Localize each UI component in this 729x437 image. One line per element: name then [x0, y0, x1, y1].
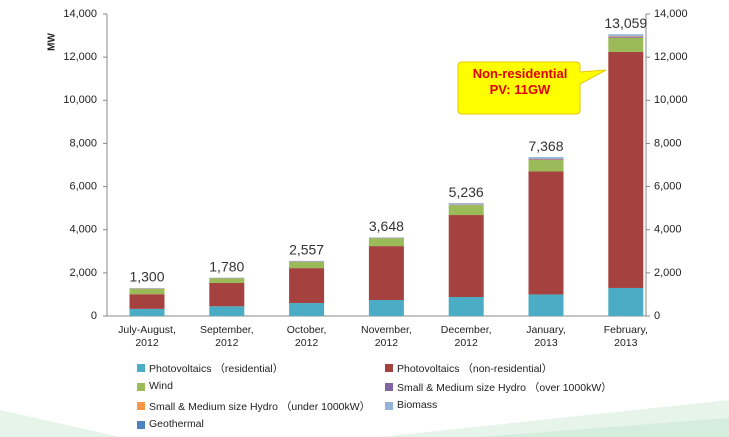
x-tick-label: January, 2013 — [526, 324, 566, 349]
decoration — [0, 410, 120, 437]
bar-segment — [608, 287, 644, 316]
x-tick-label: July-August, 2012 — [118, 324, 176, 349]
y2-tick-label: 10,000 — [654, 94, 688, 106]
x-tick-label: December, 2012 — [440, 324, 492, 349]
bar-segment — [608, 37, 644, 52]
y2-tick-label: 4,000 — [654, 224, 682, 236]
y-tick-label: 14,000 — [63, 8, 97, 20]
y2-tick-label: 8,000 — [654, 137, 682, 149]
legend-label: Small & Medium size Hydro （over 1000kW） — [397, 382, 612, 394]
y-tick-label: 0 — [91, 310, 97, 322]
legend-label: Photovoltaics （residential） — [149, 363, 284, 375]
legend-swatch — [137, 383, 145, 391]
decoration — [480, 418, 729, 437]
y-tick-label: 10,000 — [63, 94, 97, 106]
bar-segment — [289, 303, 325, 316]
x-tick-label: November, 2012 — [361, 324, 412, 349]
bar-segment — [368, 300, 404, 316]
annotation: Non-residential PV: 11GW — [472, 66, 568, 97]
total-label: 7,368 — [528, 138, 563, 154]
y-tick-label: 2,000 — [69, 267, 97, 279]
bar-segment — [129, 288, 165, 295]
y-tick-label: 4,000 — [69, 224, 97, 236]
y2-tick-label: 6,000 — [654, 180, 682, 192]
total-label: 2,557 — [289, 242, 324, 258]
bar-segment — [209, 278, 245, 283]
legend-label: Geothermal — [149, 418, 204, 430]
legend-swatch — [137, 402, 145, 410]
bar-segment — [528, 159, 564, 161]
x-tick-label: September, 2012 — [199, 324, 254, 349]
legend-swatch — [385, 402, 393, 410]
bar-segment — [448, 297, 484, 316]
bar-segment — [289, 261, 325, 269]
bar-segment — [129, 308, 165, 316]
legend-swatch — [137, 364, 145, 372]
bar-segment — [209, 282, 245, 307]
bar-segment — [528, 294, 564, 316]
y2-tick-label: 12,000 — [654, 51, 688, 63]
bar-segment — [129, 294, 165, 309]
total-label: 5,236 — [449, 184, 484, 200]
bar-segment — [368, 246, 404, 301]
legend-label: Photovoltaics （non-residential） — [397, 363, 553, 375]
total-label: 1,300 — [129, 269, 164, 285]
bar-segment — [528, 160, 564, 172]
total-label: 3,648 — [369, 218, 404, 234]
x-tick-label: October, 2012 — [286, 324, 327, 349]
bar-segment — [608, 37, 644, 38]
total-label: 13,059 — [604, 15, 647, 31]
total-label: 1,780 — [209, 258, 244, 274]
y-axis-title: MW — [47, 33, 58, 51]
bar-segment — [368, 238, 404, 247]
y-tick-label: 6,000 — [69, 180, 97, 192]
legend-swatch — [385, 383, 393, 391]
bar-segment — [209, 306, 245, 316]
y-tick-label: 8,000 — [69, 137, 97, 149]
legend-label: Biomass — [397, 399, 438, 411]
y-tick-label: 12,000 — [63, 51, 97, 63]
bar-segment — [289, 268, 325, 304]
y2-tick-label: 0 — [654, 310, 660, 322]
bar-segment — [528, 171, 564, 295]
y2-tick-label: 2,000 — [654, 267, 682, 279]
bar-segment — [448, 203, 484, 205]
bar-segment — [608, 51, 644, 288]
legend-label: Wind — [149, 380, 173, 392]
callout — [457, 61, 607, 115]
bar-segment — [448, 215, 484, 298]
bar-segment — [608, 36, 644, 38]
legend-label: Small & Medium size Hydro （under 1000kW） — [149, 401, 371, 413]
y2-tick-label: 14,000 — [654, 8, 688, 20]
x-tick-label: February, 2013 — [603, 324, 648, 349]
bar-segment — [608, 34, 644, 37]
bar-segment — [448, 205, 484, 216]
bar-segment — [528, 157, 564, 160]
legend-swatch — [385, 364, 393, 372]
legend-swatch — [137, 421, 145, 429]
